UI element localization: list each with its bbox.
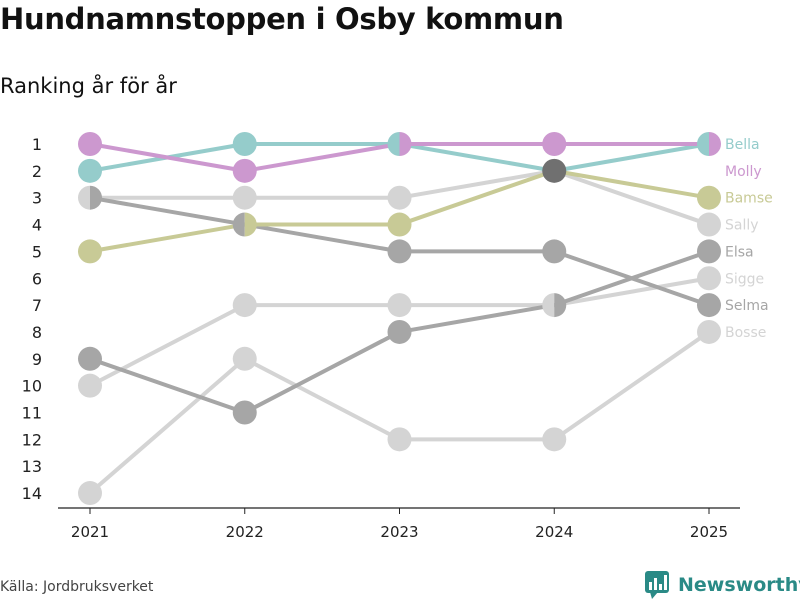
point-elsa-2023 [387, 319, 412, 344]
point-selma-2024 [542, 239, 567, 264]
x-tick-label-2024: 2024 [535, 523, 573, 541]
chart-title: Hundnamnstoppen i Osby kommun [0, 2, 564, 36]
y-tick-label-6: 6 [32, 269, 42, 288]
series-end-labels: Bella Molly Bamse Sally Elsa Sigge Selma Bosse [725, 137, 773, 341]
point-sally-2021 [78, 185, 90, 210]
point-tie-2024 [542, 158, 567, 183]
point-sally-2022 [232, 185, 257, 210]
series-line-bosse [88, 329, 711, 496]
y-tick-label-14: 14 [22, 484, 42, 503]
point-selma-2022 [232, 212, 245, 237]
point-elsa-2025 [697, 239, 721, 264]
source-note: Källa: Jordbruksverket [0, 579, 154, 595]
point-bella-2025 [697, 132, 709, 156]
point-bosse-2022 [232, 346, 257, 371]
point-sigge-2021 [78, 373, 102, 398]
end-label-bosse: Bosse [725, 325, 766, 341]
point-bamse-2023 [387, 212, 412, 237]
y-tick-label-12: 12 [22, 430, 42, 449]
point-bosse-2021 [78, 481, 102, 506]
point-molly-2021 [78, 132, 102, 156]
point-elsa-2022 [232, 400, 257, 425]
y-tick-label-13: 13 [22, 457, 42, 476]
point-sigge-2025 [697, 266, 721, 291]
y-tick-label-7: 7 [32, 296, 42, 315]
point-selma-2023 [387, 239, 412, 264]
x-tick-label-2023: 2023 [380, 523, 418, 541]
end-label-molly: Molly [725, 164, 762, 180]
point-bella-2022 [232, 132, 257, 156]
point-selma-2025 [697, 293, 721, 318]
end-label-elsa: Elsa [725, 244, 754, 260]
point-molly-2023 [399, 132, 412, 156]
point-sally-2023 [387, 185, 412, 210]
y-tick-label-9: 9 [32, 350, 42, 369]
point-molly-2024 [542, 132, 567, 156]
x-tick-label-2021: 2021 [71, 523, 109, 541]
point-selma-2021 [90, 185, 102, 210]
x-tick-label-2022: 2022 [226, 523, 264, 541]
y-tick-label-10: 10 [22, 377, 42, 396]
point-elsa-2021 [78, 346, 102, 371]
point-bella-2023 [387, 132, 400, 156]
point-sally-2025 [697, 212, 721, 237]
end-label-selma: Selma [725, 298, 769, 314]
y-tick-label-8: 8 [32, 323, 42, 342]
point-bosse-2024 [542, 427, 567, 452]
point-elsa-2024 [554, 293, 567, 318]
end-label-bamse: Bamse [725, 191, 773, 207]
point-sigge-2023 [387, 293, 412, 318]
point-molly-2022 [232, 158, 257, 183]
brand-name: Newsworthy [678, 574, 800, 596]
point-bamse-2021 [78, 239, 102, 264]
y-tick-label-3: 3 [32, 189, 42, 208]
chart-subtitle: Ranking år för år [0, 74, 177, 98]
point-bosse-2025 [697, 319, 721, 344]
point-molly-2025 [709, 132, 721, 156]
x-tick-label-2025: 2025 [690, 523, 728, 541]
y-tick-label-2: 2 [32, 162, 42, 181]
point-bosse-2023 [387, 427, 412, 452]
end-label-sally: Sally [725, 218, 759, 234]
end-label-bella: Bella [725, 137, 760, 153]
series-points [78, 132, 721, 506]
y-tick-label-1: 1 [32, 135, 42, 154]
point-sigge-2024 [542, 293, 555, 318]
end-label-sigge: Sigge [725, 271, 764, 287]
point-sigge-2022 [232, 293, 257, 318]
y-tick-label-4: 4 [32, 216, 42, 235]
series-line-bamse [88, 168, 711, 254]
point-bamse-2022 [244, 212, 257, 237]
y-tick-label-5: 5 [32, 242, 42, 261]
y-tick-label-11: 11 [22, 404, 42, 423]
bar-chart-speech-icon [645, 571, 669, 599]
point-bamse-2025 [697, 185, 721, 210]
bump-chart: 2021 2022 2023 2024 20251234567891011121314 … [22, 132, 773, 541]
brand-logo: Newsworthy [644, 570, 800, 600]
point-bella-2021 [78, 158, 102, 183]
